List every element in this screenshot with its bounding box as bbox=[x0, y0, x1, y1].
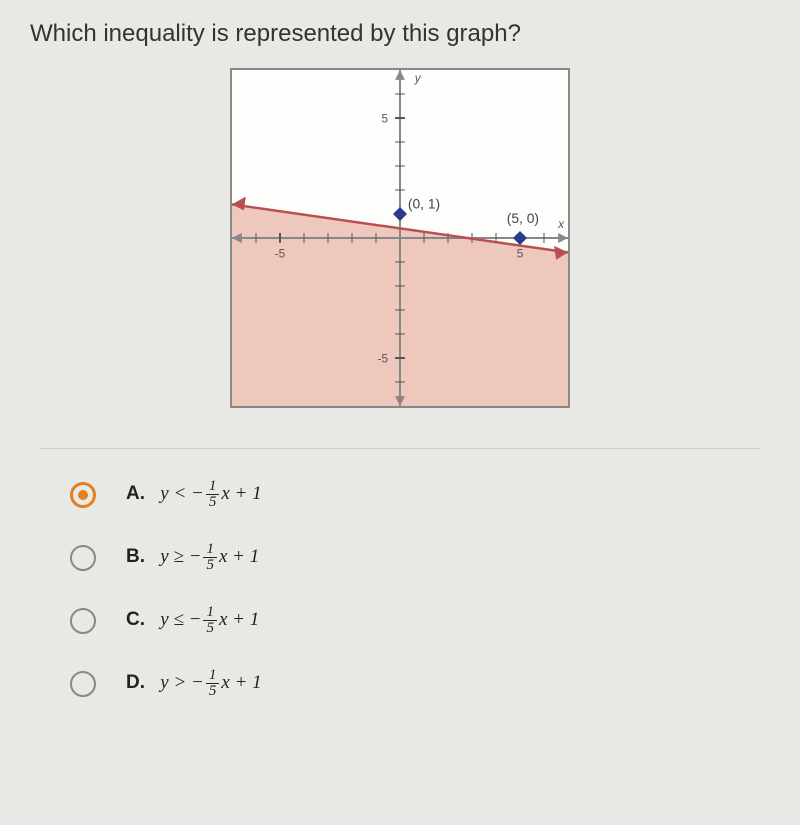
x-axis-label: x bbox=[557, 217, 565, 231]
radio-c[interactable] bbox=[70, 608, 96, 634]
option-a[interactable]: A. y < −15x + 1 bbox=[70, 479, 730, 510]
option-d[interactable]: D. y > −15x + 1 bbox=[70, 668, 730, 699]
svg-text:(5, 0): (5, 0) bbox=[507, 210, 539, 226]
graph-container: -5 5 -5 5 y x (0, 1) (5, 0) bbox=[0, 58, 800, 428]
option-c-label: C. y ≤ −15x + 1 bbox=[126, 605, 259, 636]
y-axis-arrow-up bbox=[395, 70, 405, 80]
divider bbox=[40, 448, 760, 449]
options-list: A. y < −15x + 1 B. y ≥ −15x + 1 C. y ≤ −… bbox=[0, 469, 800, 741]
option-c[interactable]: C. y ≤ −15x + 1 bbox=[70, 605, 730, 636]
radio-a[interactable] bbox=[70, 482, 96, 508]
option-d-label: D. y > −15x + 1 bbox=[126, 668, 262, 699]
xtick-pos5: 5 bbox=[517, 247, 524, 261]
option-b-label: B. y ≥ −15x + 1 bbox=[126, 542, 259, 573]
point-5-0: (5, 0) bbox=[507, 210, 539, 245]
graph-box: -5 5 -5 5 y x (0, 1) (5, 0) bbox=[230, 68, 570, 408]
xtick-neg5: -5 bbox=[275, 247, 286, 261]
svg-text:(0, 1): (0, 1) bbox=[408, 195, 440, 211]
radio-b[interactable] bbox=[70, 545, 96, 571]
x-axis-arrow-right bbox=[558, 233, 568, 243]
radio-d[interactable] bbox=[70, 671, 96, 697]
graph-svg: -5 5 -5 5 y x (0, 1) (5, 0) bbox=[232, 70, 568, 406]
ytick-neg5: -5 bbox=[378, 352, 389, 366]
option-a-label: A. y < −15x + 1 bbox=[126, 479, 262, 510]
ytick-pos5: 5 bbox=[382, 111, 389, 125]
option-b[interactable]: B. y ≥ −15x + 1 bbox=[70, 542, 730, 573]
y-axis-label: y bbox=[414, 71, 422, 85]
question-text: Which inequality is represented by this … bbox=[0, 0, 800, 58]
